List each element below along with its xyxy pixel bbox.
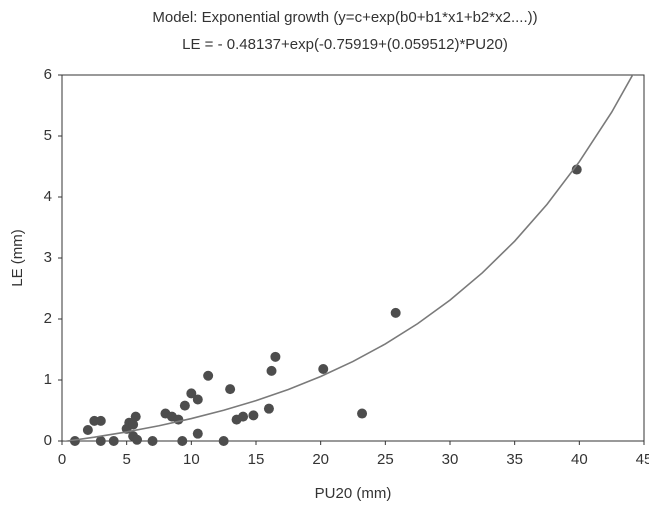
point [248,410,259,421]
point [571,164,582,175]
point [69,436,80,446]
point [192,394,203,405]
x-tick-label: 40 [571,451,588,468]
point [95,415,106,426]
point [357,408,368,419]
x-tick-label: 45 [636,451,649,468]
y-tick-label: 2 [44,310,52,327]
y-axis-label: LE (mm) [9,229,26,287]
y-tick-label: 0 [44,432,52,449]
point [173,414,184,425]
point [108,436,119,446]
fit-curve [62,75,634,441]
chart-title: Model: Exponential growth (y=c+exp(b0+b1… [152,9,537,26]
point [238,411,249,422]
y-tick-label: 6 [44,66,52,83]
point [266,365,277,376]
x-tick-label: 15 [248,451,265,468]
chart-subtitle: LE = - 0.48137+exp(-0.75919+(0.059512)*P… [182,36,508,53]
x-tick-label: 0 [58,451,66,468]
x-tick-label: 35 [506,451,523,468]
point [82,425,93,436]
x-tick-label: 10 [183,451,200,468]
x-tick-label: 5 [122,451,130,468]
point [218,436,229,446]
point [95,436,106,446]
point [179,400,190,411]
x-tick-label: 20 [312,451,329,468]
point [192,428,203,439]
plot-frame [61,74,645,442]
point [270,351,281,362]
y-tick-label: 3 [44,249,52,266]
point [263,403,274,414]
y-tick-label: 1 [44,371,52,388]
point [130,411,141,422]
point [203,370,214,381]
point [186,388,197,399]
point [225,384,236,395]
point [390,307,401,318]
x-axis-label: PU20 (mm) [315,485,392,502]
point [318,364,329,375]
y-tick-label: 4 [44,188,52,205]
x-tick-label: 30 [442,451,459,468]
point [177,436,188,446]
y-tick-label: 5 [44,127,52,144]
point [128,419,139,430]
x-tick-label: 25 [377,451,394,468]
point [147,436,158,446]
point [132,434,143,445]
